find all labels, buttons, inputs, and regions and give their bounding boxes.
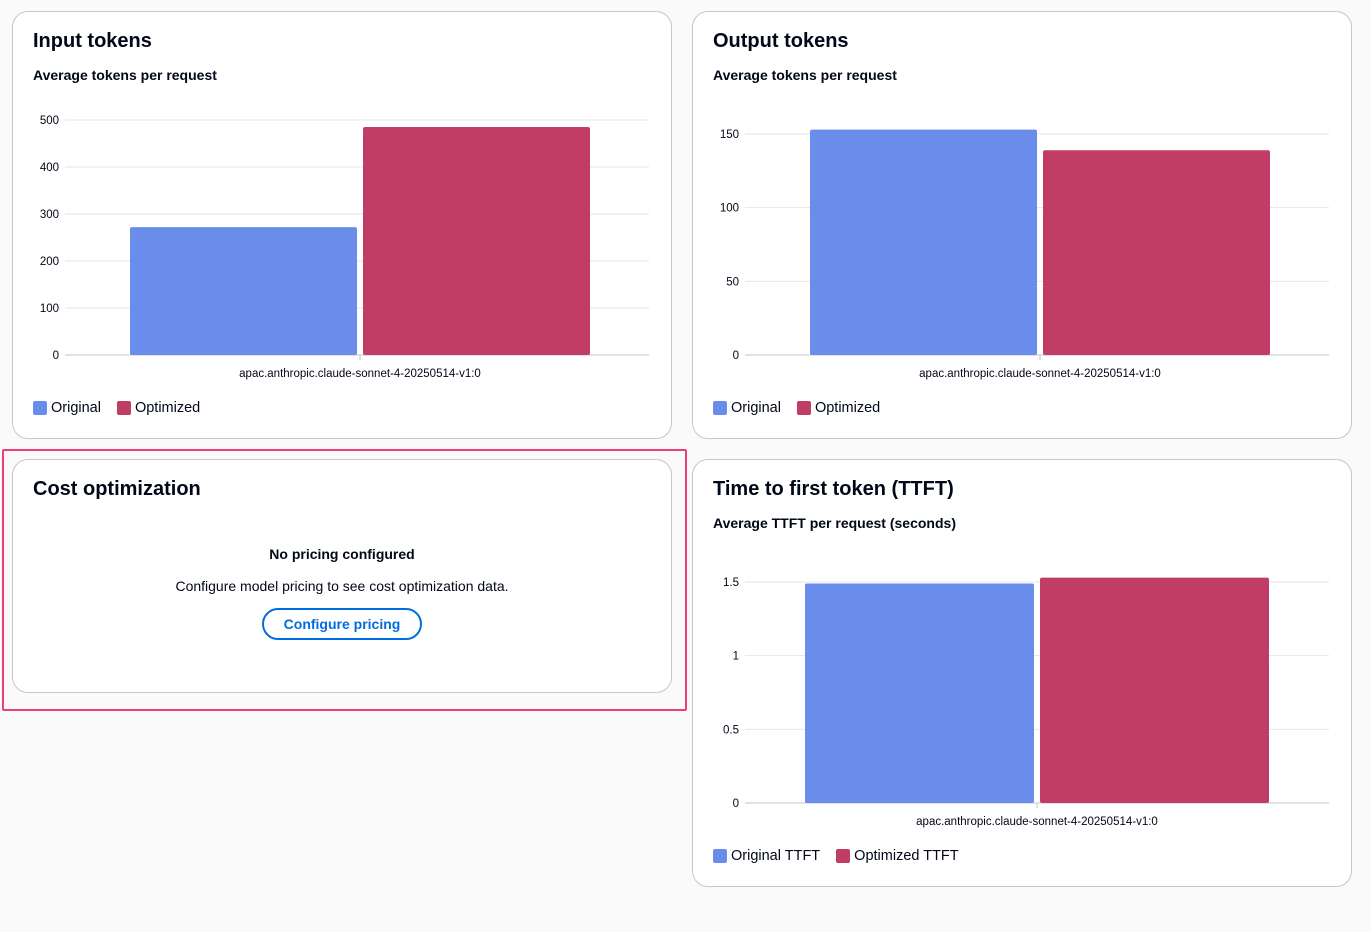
bar-optimized[interactable]	[1043, 150, 1270, 355]
chart-legend: Original TTFT Optimized TTFT	[713, 848, 959, 864]
legend-label-optimized: Optimized	[814, 400, 881, 416]
legend-swatch-original	[33, 401, 47, 415]
card-title: Cost optimization	[33, 478, 201, 500]
y-tick-label: 200	[40, 256, 59, 268]
y-tick-label: 0	[53, 350, 59, 362]
y-tick-label: 500	[40, 115, 59, 127]
x-tick-label: apac.anthropic.claude-sonnet-4-20250514-…	[916, 816, 1158, 828]
y-tick-label: 0	[733, 350, 739, 362]
card-title: Output tokens	[713, 30, 849, 52]
legend-label-original: Original	[51, 400, 101, 416]
card-title: Input tokens	[33, 30, 152, 52]
legend-item-original[interactable]: Original	[33, 400, 101, 416]
legend-swatch-original	[713, 401, 727, 415]
bar-original-ttft[interactable]	[805, 583, 1034, 803]
output-tokens-chart: 0 50 100 150 apac.anthropic.claude-sonnet-4-…	[720, 129, 1329, 380]
bar-original[interactable]	[810, 129, 1037, 355]
y-tick-label: 1.5	[723, 577, 739, 589]
cost-optimization-card: Cost optimization No pricing configured …	[12, 459, 672, 693]
bar-optimized-ttft[interactable]	[1040, 577, 1269, 803]
chart-legend: Original Optimized	[713, 400, 880, 416]
legend-label-original-ttft: Original TTFT	[731, 848, 821, 864]
y-tick-label: 100	[40, 303, 59, 315]
legend-item-optimized[interactable]: Optimized	[116, 400, 201, 416]
legend-label-optimized-ttft: Optimized TTFT	[854, 848, 959, 864]
ttft-chart: 0 0.5 1 1.5 apac.anthropic.claude-sonnet-4-2…	[723, 577, 1329, 828]
output-tokens-card: Output tokens Average tokens per request…	[692, 11, 1352, 439]
y-tick-label: 100	[720, 203, 739, 215]
empty-state-description: Configure model pricing to see cost opti…	[175, 578, 509, 594]
y-tick-label: 150	[720, 129, 739, 141]
bar-optimized[interactable]	[363, 127, 590, 355]
legend-item-optimized-ttft[interactable]: Optimized TTFT	[836, 848, 959, 864]
legend-swatch-optimized	[116, 401, 131, 415]
legend-swatch-optimized	[836, 849, 851, 863]
legend-swatch-optimized	[796, 401, 811, 415]
legend-label-optimized: Optimized	[134, 400, 201, 416]
legend-item-original[interactable]: Original	[713, 400, 781, 416]
empty-state-title: No pricing configured	[269, 546, 415, 562]
legend-item-optimized[interactable]: Optimized	[796, 400, 881, 416]
configure-pricing-button[interactable]: Configure pricing	[262, 608, 422, 640]
y-tick-label: 0.5	[723, 724, 739, 736]
card-title: Time to first token (TTFT)	[713, 478, 954, 500]
y-tick-label: 1	[733, 651, 739, 663]
input-tokens-chart: 0 100 200 300 400 500 apac.anthropic.claude-so…	[40, 115, 649, 380]
x-tick-label: apac.anthropic.claude-sonnet-4-20250514-…	[919, 368, 1161, 380]
bar-original[interactable]	[130, 227, 357, 355]
chart-legend: Original Optimized	[33, 400, 200, 416]
y-tick-label: 50	[726, 276, 739, 288]
ttft-card: Time to first token (TTFT) Average TTFT …	[692, 459, 1352, 887]
legend-label-original: Original	[731, 400, 781, 416]
card-subtitle: Average tokens per request	[33, 67, 217, 83]
card-subtitle: Average tokens per request	[713, 67, 897, 83]
y-tick-label: 0	[733, 798, 739, 810]
legend-swatch-original	[713, 849, 727, 863]
card-subtitle: Average TTFT per request (seconds)	[713, 515, 956, 531]
x-tick-label: apac.anthropic.claude-sonnet-4-20250514-…	[239, 368, 481, 380]
legend-item-original-ttft[interactable]: Original TTFT	[713, 848, 820, 864]
y-tick-label: 400	[40, 162, 59, 174]
input-tokens-card: Input tokens Average tokens per request …	[12, 11, 672, 439]
y-tick-label: 300	[40, 209, 59, 221]
highlight-frame	[2, 449, 687, 711]
